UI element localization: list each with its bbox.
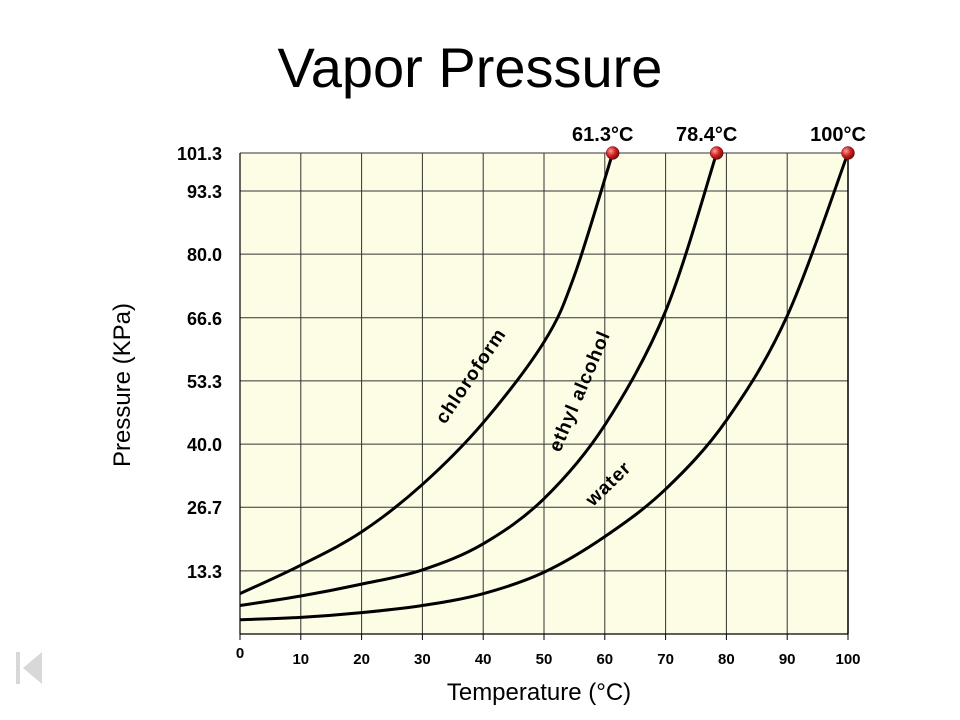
x-tick-label: 50 xyxy=(536,651,553,668)
y-tick-label: 66.6 xyxy=(187,309,222,329)
x-tick-label: 70 xyxy=(657,651,674,668)
y-tick-label: 13.3 xyxy=(187,562,222,582)
x-tick-label: 100 xyxy=(835,651,860,668)
y-tick-label: 53.3 xyxy=(187,372,222,392)
slide-title: Vapor Pressure xyxy=(277,36,663,99)
boiling-point-label: 100°C xyxy=(810,124,866,146)
x-tick-label: 0 xyxy=(236,645,244,662)
boiling-point-marker xyxy=(709,146,724,160)
y-tick-label: 93.3 xyxy=(187,182,222,202)
first-slide-icon[interactable] xyxy=(16,648,44,688)
series-line-chloroform xyxy=(239,152,615,595)
boiling-point-label: 61.3°C xyxy=(572,124,633,146)
boiling-point-label: 78.4°C xyxy=(676,124,737,146)
x-tick-label: 40 xyxy=(475,651,492,668)
x-tick-label: 60 xyxy=(596,651,613,668)
y-tick-label: 80.0 xyxy=(187,245,222,265)
boiling-point-marker xyxy=(841,146,855,160)
x-tick-label: 30 xyxy=(414,651,431,668)
x-tick-label: 20 xyxy=(353,651,370,668)
x-tick-label: 90 xyxy=(779,651,796,668)
y-tick-label: 101.3 xyxy=(177,144,222,164)
series-line-water xyxy=(239,152,850,622)
x-tick-label: 80 xyxy=(718,651,735,668)
y-tick-label: 26.7 xyxy=(187,498,222,518)
x-axis-title: Temperature (°C) xyxy=(447,679,631,706)
y-axis-title: Pressure (KPa) xyxy=(109,303,136,467)
series-line-ethyl-alcohol xyxy=(239,152,719,607)
x-tick-label: 10 xyxy=(292,651,309,668)
boiling-point-marker xyxy=(605,146,620,160)
y-tick-label: 40.0 xyxy=(187,435,222,455)
